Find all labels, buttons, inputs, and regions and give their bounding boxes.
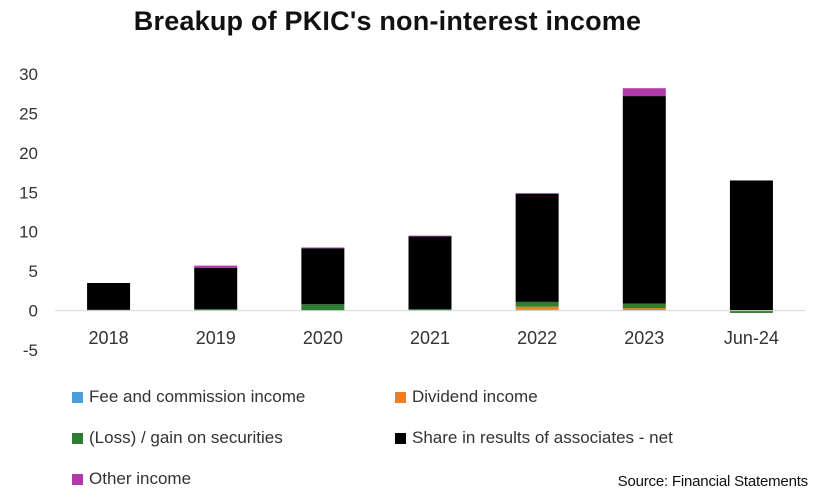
y-tick-label: 15 xyxy=(19,183,38,202)
bar-segment xyxy=(729,180,773,311)
bar-segment xyxy=(301,248,345,305)
chart-title: Breakup of PKIC's non-interest income xyxy=(133,6,642,36)
bar-chart: -5 0 5 10 15 20 25 30 2018 2019 2020 2021 2022 2023 J… xyxy=(19,65,805,360)
bar-segment xyxy=(515,301,559,307)
x-tick-label: Jun-24 xyxy=(724,328,779,348)
bar-segment xyxy=(408,235,452,237)
source-note: Source: Financial Statements xyxy=(617,473,809,490)
bar-segment xyxy=(622,303,666,309)
bar-segment xyxy=(622,308,666,311)
bar-segment xyxy=(194,265,238,268)
legend-item: Dividend income xyxy=(395,387,538,407)
legend-label: Other income xyxy=(89,469,192,488)
legend-swatch xyxy=(395,432,406,444)
bar-segment xyxy=(301,304,345,311)
x-tick-label: 2020 xyxy=(303,328,343,348)
y-tick-label: 10 xyxy=(19,223,38,242)
legend-label: Fee and commission income xyxy=(89,387,306,406)
bar-segment xyxy=(301,247,345,249)
bar-segment xyxy=(408,308,452,311)
legend-item: Share in results of associates - net xyxy=(395,428,673,448)
legend-swatch xyxy=(72,473,83,485)
bar-segment xyxy=(729,310,773,313)
bar-segment xyxy=(87,282,131,310)
bar-segment xyxy=(622,88,666,97)
legend-swatch xyxy=(72,391,83,403)
bar-segment xyxy=(408,236,452,309)
y-tick-label: 30 xyxy=(19,65,38,84)
bar-segment xyxy=(515,193,559,194)
y-tick-label: 0 xyxy=(29,302,38,321)
y-tick-label: 5 xyxy=(29,262,38,281)
x-axis-ticks: 2018 2019 2020 2021 2022 2023 Jun-24 xyxy=(89,328,779,348)
legend-swatch xyxy=(395,391,406,403)
legend-label: Dividend income xyxy=(412,387,538,406)
bar-segment xyxy=(622,96,666,304)
bar-segment xyxy=(194,267,238,309)
y-axis-ticks: -5 0 5 10 15 20 25 30 xyxy=(19,65,38,360)
legend-swatch xyxy=(72,432,83,444)
bar-segment xyxy=(515,193,559,302)
legend-label: (Loss) / gain on securities xyxy=(89,428,283,447)
y-tick-label: 25 xyxy=(19,104,38,123)
y-tick-label: 20 xyxy=(19,144,38,163)
legend-item: (Loss) / gain on securities xyxy=(72,428,283,448)
legend-item: Other income xyxy=(72,469,191,489)
bar-segment xyxy=(515,306,559,310)
bar-stacks xyxy=(87,88,773,313)
legend-label: Share in results of associates - net xyxy=(412,428,673,447)
x-tick-label: 2021 xyxy=(410,328,450,348)
legend-item: Fee and commission income xyxy=(72,387,305,407)
x-tick-label: 2023 xyxy=(624,328,664,348)
y-tick-label: -5 xyxy=(23,341,38,360)
x-tick-label: 2022 xyxy=(517,328,557,348)
bar-segment xyxy=(194,308,238,311)
x-tick-label: 2019 xyxy=(196,328,236,348)
x-tick-label: 2018 xyxy=(89,328,129,348)
